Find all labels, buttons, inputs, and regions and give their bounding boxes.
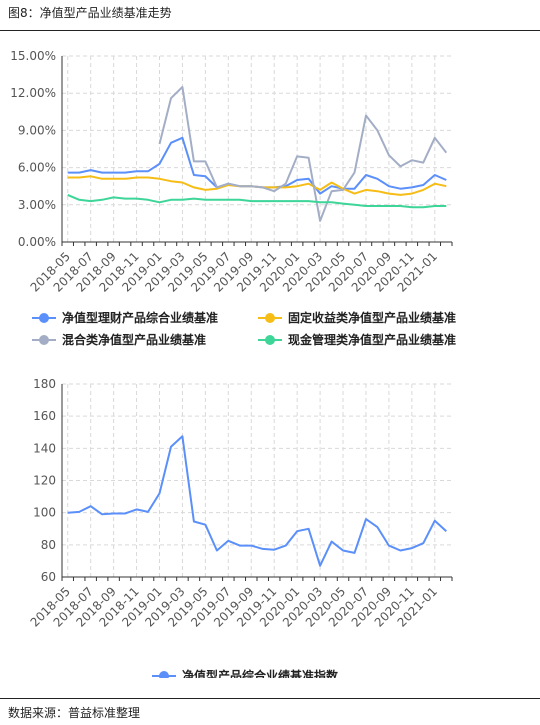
legend-label: 固定收益类净值型产品业绩基准 xyxy=(288,310,456,325)
legend-swatch-marker xyxy=(39,335,49,345)
y-tick-label: 60 xyxy=(41,570,56,584)
legend-swatch-marker xyxy=(39,313,49,323)
y-tick-label: 3.00% xyxy=(18,198,56,212)
series-line-4 xyxy=(67,193,447,209)
legend-label: 净值型产品综合业绩基准指数 xyxy=(182,668,339,678)
y-tick-label: 80 xyxy=(41,538,56,552)
legend-label: 净值型理财产品综合业绩基准 xyxy=(62,310,218,325)
legend-item-1: 净值型产品综合业绩基准指数 xyxy=(152,668,339,678)
legend-item-3: 混合类净值型产品业绩基准 xyxy=(32,332,206,347)
y-tick-label: 180 xyxy=(33,378,56,391)
y-tick-label: 12.00% xyxy=(10,86,56,100)
y-tick-label: 100 xyxy=(33,506,56,520)
figure-title: 图8：净值型产品业绩基准走势 xyxy=(8,6,172,20)
y-tick-label: 15.00% xyxy=(10,49,56,63)
y-tick-label: 6.00% xyxy=(18,161,56,175)
y-tick-label: 9.00% xyxy=(18,123,56,137)
series-line-1 xyxy=(67,136,447,195)
y-tick-label: 160 xyxy=(33,409,56,423)
benchmark-rate-chart: 0.00%3.00%6.00%9.00%12.00%15.00%2018-052… xyxy=(10,49,456,347)
y-tick-label: 0.00% xyxy=(18,235,56,249)
legend-item-1: 净值型理财产品综合业绩基准 xyxy=(32,310,218,325)
top-rule xyxy=(0,30,540,31)
legend-swatch-marker xyxy=(159,671,169,678)
legend-swatch-marker xyxy=(265,313,275,323)
series-line-1 xyxy=(67,435,447,567)
y-tick-label: 120 xyxy=(33,474,56,488)
legend-label: 混合类净值型产品业绩基准 xyxy=(62,332,206,347)
legend-item-2: 固定收益类净值型产品业绩基准 xyxy=(258,310,456,325)
benchmark-index-chart: 60801001201401601802018-052018-072018-09… xyxy=(28,378,453,678)
y-tick-label: 140 xyxy=(33,441,56,455)
series-line-3 xyxy=(158,86,448,222)
source-note: 数据来源：普益标准整理 xyxy=(8,706,141,720)
legend-label: 现金管理类净值型产品业绩基准 xyxy=(288,332,456,347)
legend-swatch-marker xyxy=(265,335,275,345)
bottom-rule xyxy=(0,698,540,699)
legend-item-4: 现金管理类净值型产品业绩基准 xyxy=(258,332,456,347)
